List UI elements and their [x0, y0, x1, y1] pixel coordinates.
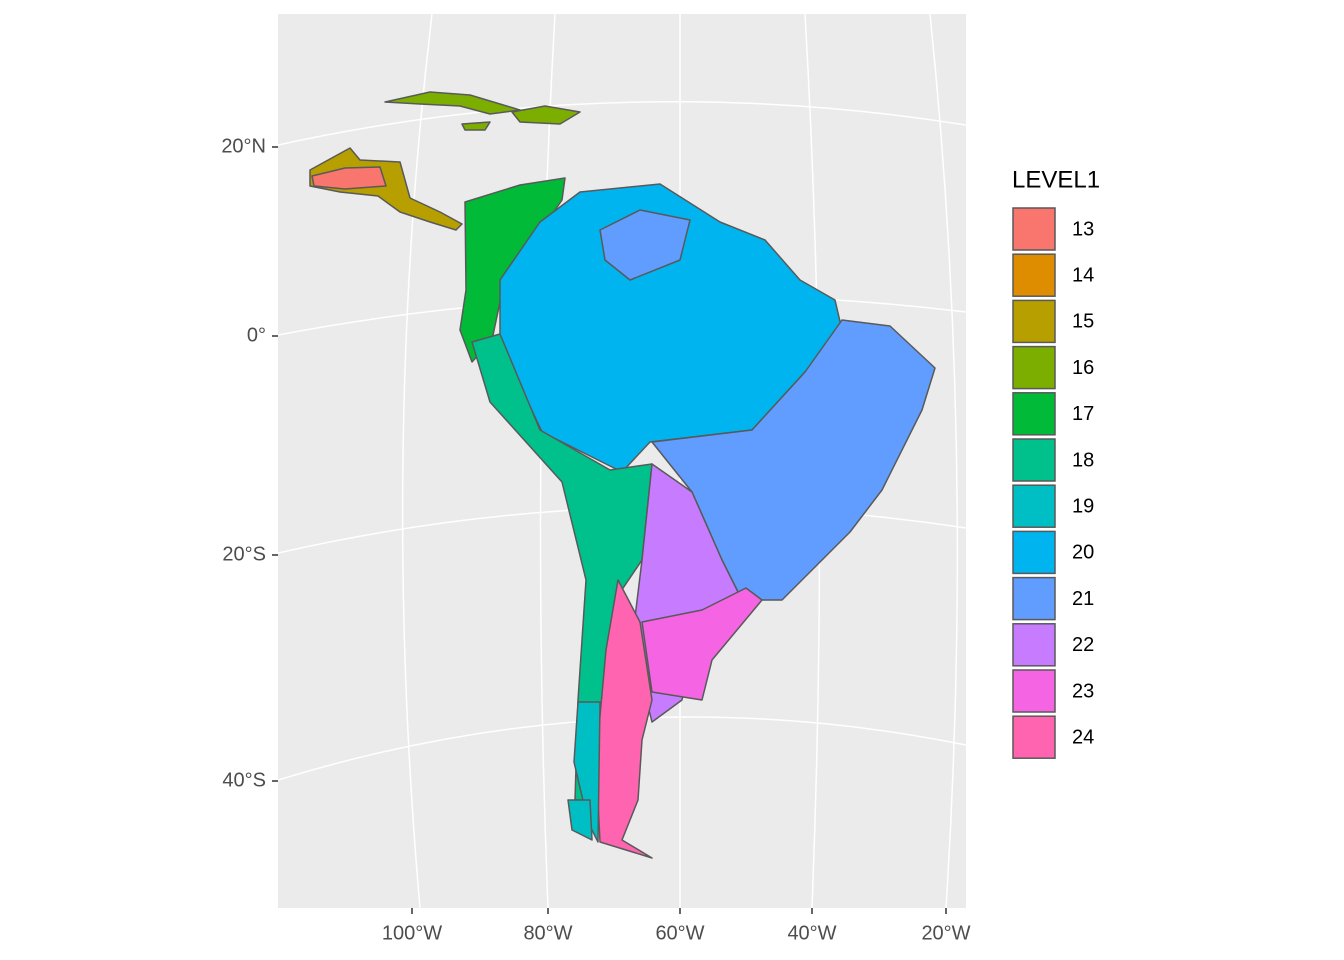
legend-label: 22 [1072, 634, 1094, 656]
legend-key [1012, 253, 1056, 297]
legend-label: 17 [1072, 403, 1094, 425]
y-tick-label: 0° [247, 324, 266, 346]
region [461, 121, 491, 131]
region [311, 166, 387, 190]
x-tick-label: 60°W [655, 922, 704, 944]
legend-key [1012, 484, 1056, 528]
region [384, 91, 521, 115]
legend-title: LEVEL1 [1012, 166, 1100, 193]
legend-key [1012, 207, 1056, 251]
legend-label: 23 [1072, 680, 1094, 702]
x-tick-label: 100°W [382, 922, 442, 944]
x-tick-label: 20°W [921, 922, 970, 944]
y-tick-label: 20°S [222, 543, 266, 565]
region [499, 183, 843, 473]
legend-label: 21 [1072, 588, 1094, 610]
legend-key [1012, 576, 1056, 621]
x-tick-label: 40°W [787, 922, 836, 944]
legend-key [1012, 530, 1056, 575]
legend-label: 14 [1072, 264, 1094, 286]
legend-label: 13 [1072, 218, 1094, 240]
legend-key [1012, 345, 1056, 390]
axes: 20°N 0° 20°S 40°S 100°W 80°W 60°W 40°W 20°W [221, 135, 970, 944]
x-tick-label: 80°W [523, 922, 572, 944]
region [641, 587, 763, 701]
legend-label: 16 [1072, 357, 1094, 379]
legend-key [1012, 299, 1056, 344]
region [573, 701, 601, 843]
legend-label: 24 [1072, 726, 1094, 748]
legend-key [1012, 715, 1056, 759]
legend-key [1012, 392, 1056, 436]
region [567, 799, 593, 841]
y-tick-label: 20°N [221, 135, 266, 157]
legend-key [1012, 669, 1056, 713]
legend-label: 15 [1072, 311, 1094, 333]
legend: LEVEL1 13 14 15 16 17 18 19 20 21 22 23 24 [1012, 166, 1100, 759]
legend-label: 19 [1072, 495, 1094, 517]
legend-key [1012, 438, 1056, 482]
legend-label: 18 [1072, 449, 1094, 471]
legend-label: 20 [1072, 542, 1094, 564]
y-tick-label: 40°S [222, 769, 266, 791]
region [511, 105, 581, 125]
region [599, 209, 691, 281]
legend-key [1012, 623, 1056, 667]
regions [309, 91, 936, 859]
